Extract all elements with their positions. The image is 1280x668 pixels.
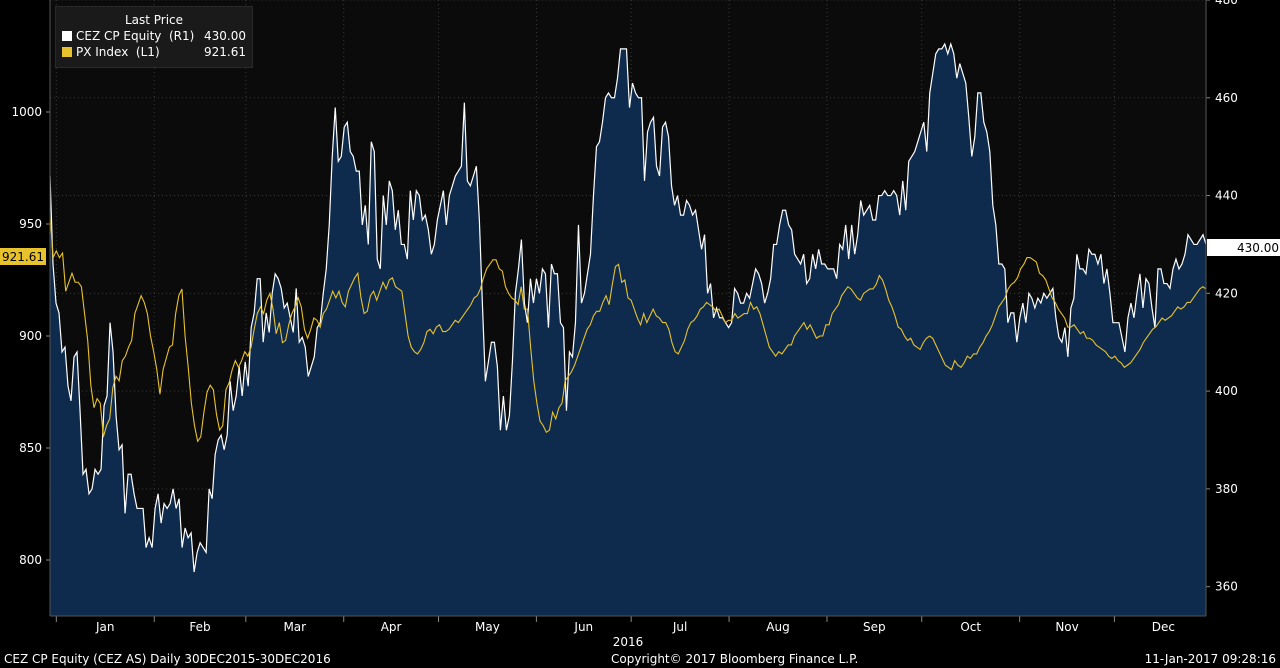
left-last-value-label: 921.61 xyxy=(2,250,44,264)
x-axis-ticks: Jan Feb Mar Apr May Jun Jul Aug Sep Oct Nov Dec xyxy=(55,616,1175,634)
left-tick-label: 800 xyxy=(19,553,42,567)
legend-name-cez: CEZ CP Equity (R1) xyxy=(76,29,195,43)
right-tick-label: 400 xyxy=(1215,384,1238,398)
chart-legend: Last Price CEZ CP Equity (R1) 430.00 PX … xyxy=(55,6,253,68)
x-tick-label: Jun xyxy=(573,620,593,634)
right-axis-ticks: 360 380 400 420 440 460 480 xyxy=(1206,0,1238,594)
legend-header: Last Price xyxy=(124,13,184,27)
right-tick-label: 480 xyxy=(1215,0,1238,7)
legend-entry-px: PX Index (L1) 921.61 xyxy=(56,44,252,60)
legend-value-px: 921.61 xyxy=(204,45,246,59)
x-tick-label: Apr xyxy=(381,620,402,634)
x-tick-label: Nov xyxy=(1055,620,1078,634)
legend-swatch-cez xyxy=(62,31,72,41)
x-tick-label: Feb xyxy=(189,620,210,634)
footer-security-info: CEZ CP Equity (CEZ AS) Daily 30DEC2015-3… xyxy=(4,652,331,666)
right-tick-label: 420 xyxy=(1215,286,1238,300)
x-tick-label: Jan xyxy=(95,620,115,634)
x-tick-label: Aug xyxy=(766,620,789,634)
right-tick-label: 360 xyxy=(1215,580,1238,594)
x-axis-year-label: 2016 xyxy=(613,635,644,649)
right-last-value-tag: 430.00 xyxy=(1207,239,1280,256)
legend-value-cez: 430.00 xyxy=(204,29,246,43)
left-tick-label: 850 xyxy=(19,441,42,455)
left-tick-label: 1000 xyxy=(11,105,42,119)
left-last-value-tag: 921.61 xyxy=(0,248,46,265)
left-axis-ticks: 800 850 900 950 1000 xyxy=(11,105,50,567)
right-tick-label: 440 xyxy=(1215,189,1238,203)
legend-entry-cez: CEZ CP Equity (R1) 430.00 xyxy=(56,28,252,44)
x-tick-label: Oct xyxy=(960,620,981,634)
x-tick-label: Sep xyxy=(863,620,886,634)
right-tick-label: 460 xyxy=(1215,91,1238,105)
series-line-px xyxy=(49,214,1207,443)
footer-timestamp: 11-Jan-2017 09:28:16 xyxy=(1144,652,1276,666)
legend-swatch-px xyxy=(62,47,72,57)
x-tick-label: Mar xyxy=(283,620,306,634)
right-last-value-label: 430.00 xyxy=(1237,241,1279,255)
cez-area-fill xyxy=(50,44,1206,616)
right-tick-label: 380 xyxy=(1215,482,1238,496)
x-tick-label: Dec xyxy=(1152,620,1175,634)
footer-copyright: Copyright© 2017 Bloomberg Finance L.P. xyxy=(611,652,859,666)
x-tick-label: Jul xyxy=(672,620,687,634)
left-tick-label: 950 xyxy=(19,217,42,231)
x-tick-label: May xyxy=(475,620,500,634)
series-line-cez xyxy=(49,41,1207,573)
left-tick-label: 900 xyxy=(19,329,42,343)
legend-name-px: PX Index (L1) xyxy=(76,45,160,59)
